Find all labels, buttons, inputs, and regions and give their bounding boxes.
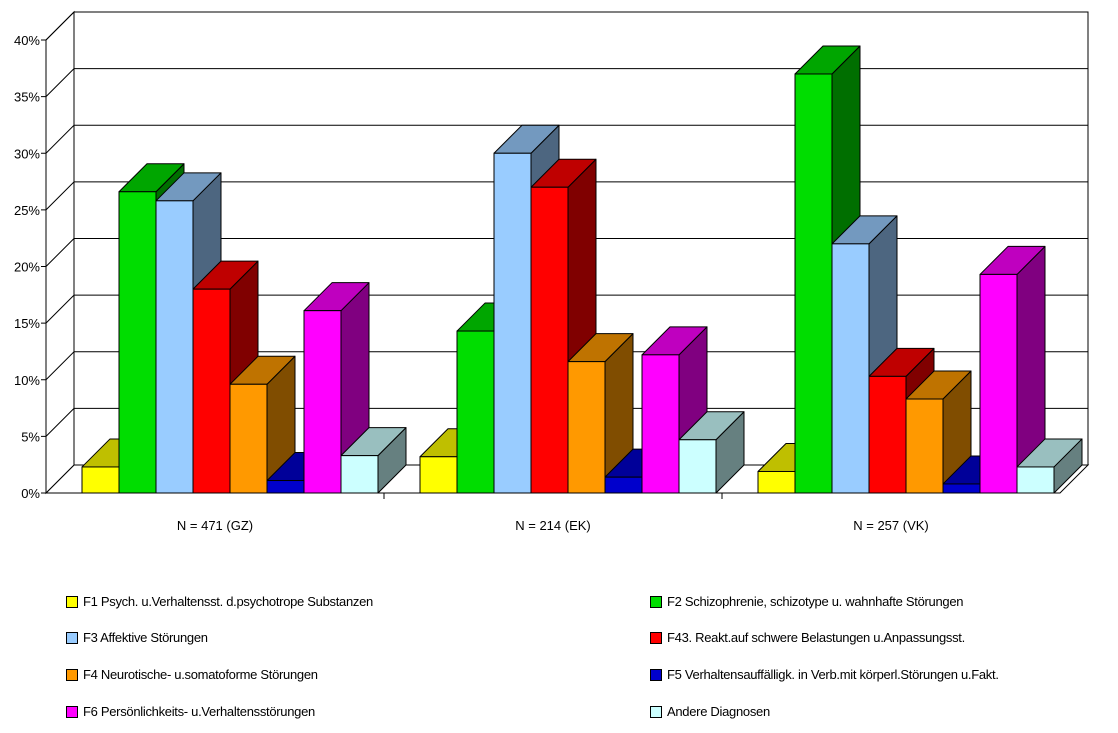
y-tick-label: 30% [14, 146, 40, 161]
legend-swatch [650, 595, 662, 608]
bar [303, 282, 370, 494]
legend-item: F3 Affektive Störungen [66, 630, 208, 645]
legend-label: F3 Affektive Störungen [83, 630, 208, 645]
bar [567, 333, 634, 494]
legend-swatch [650, 705, 662, 718]
legend-label: Andere Diagnosen [667, 704, 770, 719]
y-tick-label: 40% [14, 33, 40, 48]
legend-swatch [66, 631, 78, 644]
y-tick-label: 10% [14, 373, 40, 388]
y-tick-label: 35% [14, 90, 40, 105]
bar [979, 245, 1046, 494]
legend-item: F5 Verhaltensauffälligk. in Verb.mit kör… [650, 667, 999, 682]
x-tick-label: N = 214 (EK) [515, 518, 591, 533]
gridline [45, 181, 1088, 211]
legend-item: F2 Schizophrenie, schizotype u. wahnhaft… [650, 594, 963, 609]
legend-swatch [66, 668, 78, 681]
legend: F1 Psych. u.Verhaltensst. d.psychotrope … [0, 580, 1118, 730]
gridline [45, 407, 1088, 437]
legend-swatch [650, 631, 662, 644]
legend-swatch [66, 595, 78, 608]
legend-item: F1 Psych. u.Verhaltensst. d.psychotrope … [66, 594, 373, 609]
gridline [45, 351, 1088, 381]
gridline [45, 238, 1088, 267]
legend-item: F43. Reakt.auf schwere Belastungen u.Anp… [650, 630, 965, 645]
y-tick-label: 0% [21, 486, 40, 501]
x-tick-label: N = 257 (VK) [853, 518, 929, 533]
legend-swatch [650, 668, 662, 681]
bar [340, 427, 407, 494]
gridline [45, 68, 1088, 97]
y-tick-label: 25% [14, 203, 40, 218]
gridline [45, 11, 1088, 41]
legend-item: Andere Diagnosen [650, 704, 770, 719]
gridline [45, 124, 1088, 154]
legend-label: F5 Verhaltensauffälligk. in Verb.mit kör… [667, 667, 999, 682]
bar [1016, 438, 1083, 494]
legend-label: F2 Schizophrenie, schizotype u. wahnhaft… [667, 594, 964, 609]
bar [868, 347, 935, 494]
legend-label: F43. Reakt.auf schwere Belastungen u.Anp… [667, 630, 965, 645]
y-tick-label: 5% [21, 429, 40, 444]
legend-label: F6 Persönlichkeits- u.Verhaltensstörunge… [83, 704, 315, 719]
bar-chart: 0% 5% 10% 15% 20% 25% 30% 35% 40% N = 471 (GZ) N =… [14, 10, 1090, 533]
x-tick-label: N = 471 (GZ) [177, 518, 253, 533]
legend-label: F4 Neurotische- u.somatoforme Störungen [83, 667, 318, 682]
y-tick-label: 20% [14, 260, 40, 275]
y-tick-label: 15% [14, 316, 40, 331]
legend-label: F1 Psych. u.Verhaltensst. d.psychotrope … [83, 594, 373, 609]
bar [678, 411, 745, 494]
legend-item: F4 Neurotische- u.somatoforme Störungen [66, 667, 318, 682]
legend-swatch [66, 705, 78, 718]
legend-item: F6 Persönlichkeits- u.Verhaltensstörunge… [66, 704, 315, 719]
gridline [45, 294, 1088, 324]
bar [229, 355, 296, 494]
